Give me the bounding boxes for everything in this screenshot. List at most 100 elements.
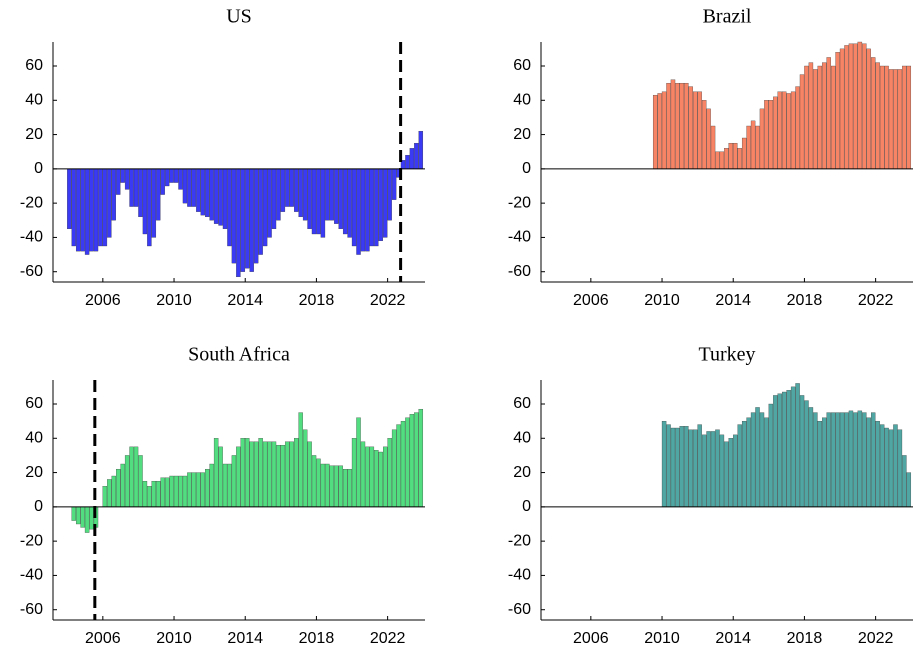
bar (661, 420, 667, 508)
bar (124, 168, 130, 190)
bar (294, 438, 299, 508)
bar (879, 65, 885, 170)
bar (342, 168, 348, 235)
bar (231, 455, 237, 508)
bar (93, 168, 99, 252)
bar (102, 486, 108, 508)
bar (746, 125, 751, 170)
bar (670, 79, 676, 170)
bar (156, 168, 161, 221)
bar (316, 168, 321, 235)
bar (236, 168, 241, 278)
bar (679, 426, 685, 508)
bar (409, 148, 415, 170)
bar (835, 412, 840, 508)
x-tick-label: 2018 (299, 292, 335, 309)
bar (808, 62, 814, 170)
bar (724, 148, 729, 170)
bar (338, 465, 343, 508)
bar (169, 475, 174, 508)
bar (884, 427, 889, 508)
bar (848, 410, 854, 508)
bar (693, 429, 698, 508)
bar (227, 168, 232, 247)
bar (777, 91, 782, 170)
x-tick-label: 2006 (85, 630, 121, 647)
bar (804, 65, 809, 170)
bar (356, 417, 361, 508)
x-tick-label: 2006 (573, 630, 609, 647)
bar (782, 391, 787, 508)
bar (285, 441, 290, 508)
x-tick-label: 2010 (644, 292, 680, 309)
bar (107, 168, 112, 238)
bar (871, 57, 876, 170)
bar (71, 168, 76, 247)
bar (334, 168, 339, 224)
bar (191, 168, 197, 207)
bar (790, 386, 796, 508)
bar (728, 438, 734, 508)
y-tick-label: 60 (513, 57, 531, 74)
bar (182, 475, 188, 508)
bar (728, 142, 734, 170)
y-tick-label: 20 (513, 464, 531, 481)
bar (701, 434, 707, 508)
bar (391, 429, 397, 508)
bar (253, 441, 259, 508)
bar (218, 168, 223, 226)
bar (316, 458, 321, 508)
bar (684, 426, 689, 508)
bar (240, 438, 246, 508)
bar (387, 438, 392, 508)
bar (262, 168, 268, 247)
bar (227, 463, 232, 508)
bar (245, 438, 250, 508)
bar (213, 438, 219, 508)
bar (652, 94, 658, 170)
bar (741, 420, 747, 508)
bar (200, 168, 205, 216)
bar (138, 455, 143, 508)
bar (84, 168, 90, 255)
bar (866, 48, 871, 170)
bar (710, 431, 716, 508)
bar (414, 412, 419, 508)
bar (320, 463, 326, 508)
bar (169, 168, 174, 183)
x-tick-label: 2014 (715, 630, 751, 647)
bar (160, 168, 165, 195)
x-tick-label: 2014 (227, 630, 263, 647)
bar (374, 168, 379, 247)
bar (657, 93, 662, 170)
y-tick-label: 40 (25, 92, 43, 109)
bar (764, 100, 769, 170)
y-tick-label: 60 (513, 395, 531, 412)
bar (75, 168, 81, 252)
bar (147, 486, 152, 508)
bar (71, 506, 76, 521)
bar (258, 168, 263, 255)
bar (396, 424, 401, 508)
bar (888, 429, 894, 508)
bar (786, 93, 791, 170)
y-tick-label: -20 (508, 194, 531, 211)
bar (853, 412, 858, 508)
bar (701, 100, 707, 170)
bar (813, 412, 818, 508)
bar (666, 424, 671, 508)
bar (116, 468, 121, 508)
bar (196, 168, 201, 212)
bar (697, 91, 702, 170)
panel-title: US (226, 6, 252, 28)
bar (839, 412, 845, 508)
x-tick-label: 2010 (156, 630, 192, 647)
bar (733, 142, 738, 170)
bar (67, 168, 72, 230)
bar (231, 168, 237, 264)
bar (111, 168, 116, 221)
bar (857, 410, 863, 508)
bar (888, 69, 894, 170)
bar (844, 412, 849, 508)
